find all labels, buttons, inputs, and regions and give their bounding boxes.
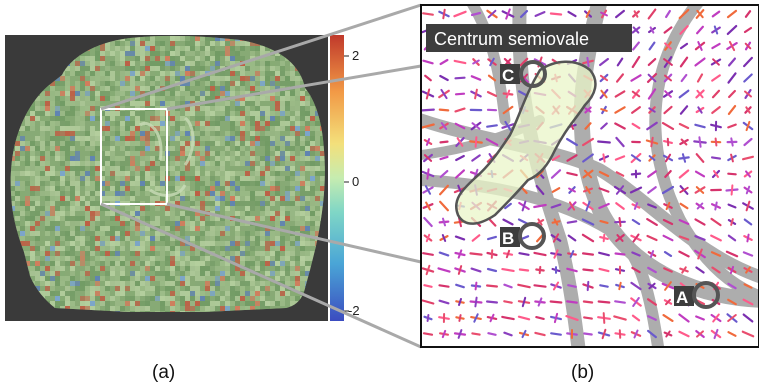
marker-b: B — [500, 222, 546, 250]
marker-c-label: C — [502, 66, 514, 85]
zoom-title: Centrum semiovale — [426, 24, 632, 52]
marker-a-label: A — [676, 288, 688, 307]
connector-line — [100, 202, 422, 349]
panel-b-label: (b) — [571, 362, 595, 383]
tensor-glyphs — [421, 8, 755, 340]
connector-line — [166, 202, 422, 264]
panel-a — [5, 35, 349, 321]
tract-band — [649, 5, 759, 303]
zoom-frame — [420, 4, 759, 348]
colorbar-tick-bottom: -2 — [348, 303, 360, 318]
marker-c: C — [500, 60, 547, 88]
roi-box — [100, 108, 168, 205]
marker-a: A — [674, 281, 720, 309]
panel-b: Centrum semiovale C B A — [420, 4, 759, 348]
marker-b-label: B — [502, 229, 514, 248]
colorbar-tick-top: 2 — [352, 48, 360, 63]
zoom-title-box — [426, 24, 632, 52]
colorbar-gradient — [330, 35, 344, 321]
colorbar-tick-mid: 0 — [352, 174, 360, 189]
connector-line — [166, 64, 422, 111]
panel-a-label: (a) — [152, 362, 176, 383]
colorbar — [330, 35, 349, 321]
centrum-semiovale-roi — [455, 60, 597, 225]
zoom-title-text: Centrum semiovale — [434, 29, 589, 49]
tract-band — [573, 5, 759, 308]
zoom-connectors — [100, 3, 422, 349]
connector-line — [100, 3, 422, 111]
